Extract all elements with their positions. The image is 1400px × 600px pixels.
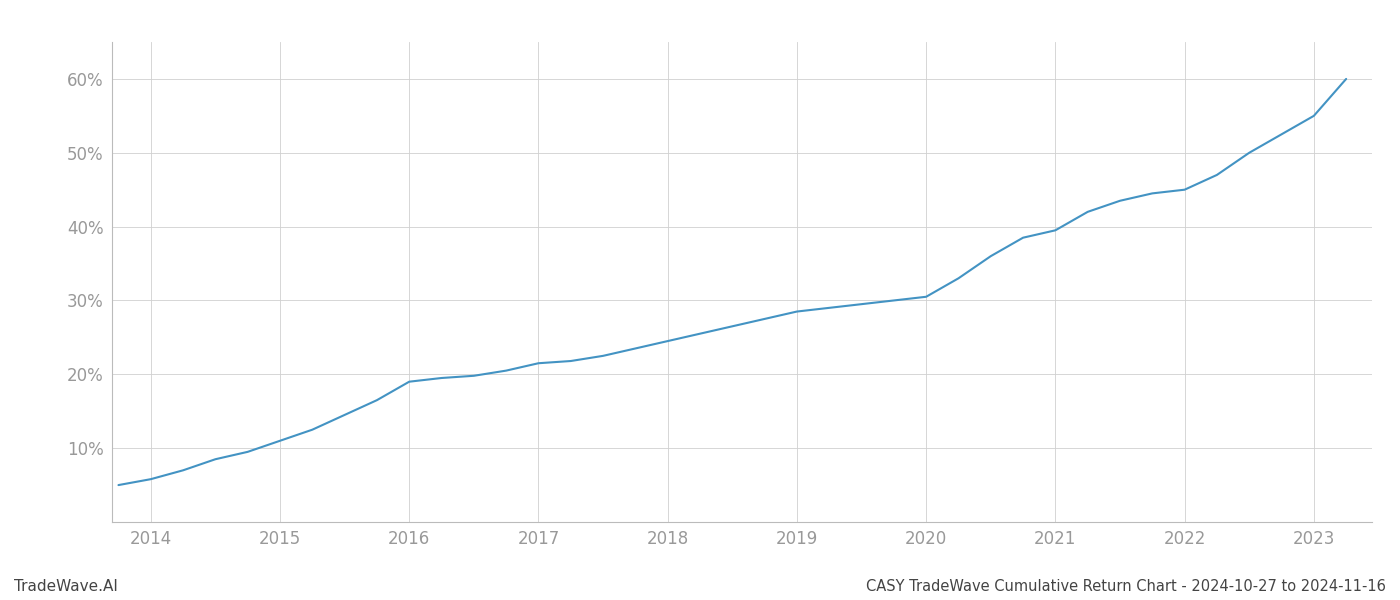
Text: CASY TradeWave Cumulative Return Chart - 2024-10-27 to 2024-11-16: CASY TradeWave Cumulative Return Chart -… [867, 579, 1386, 594]
Text: TradeWave.AI: TradeWave.AI [14, 579, 118, 594]
